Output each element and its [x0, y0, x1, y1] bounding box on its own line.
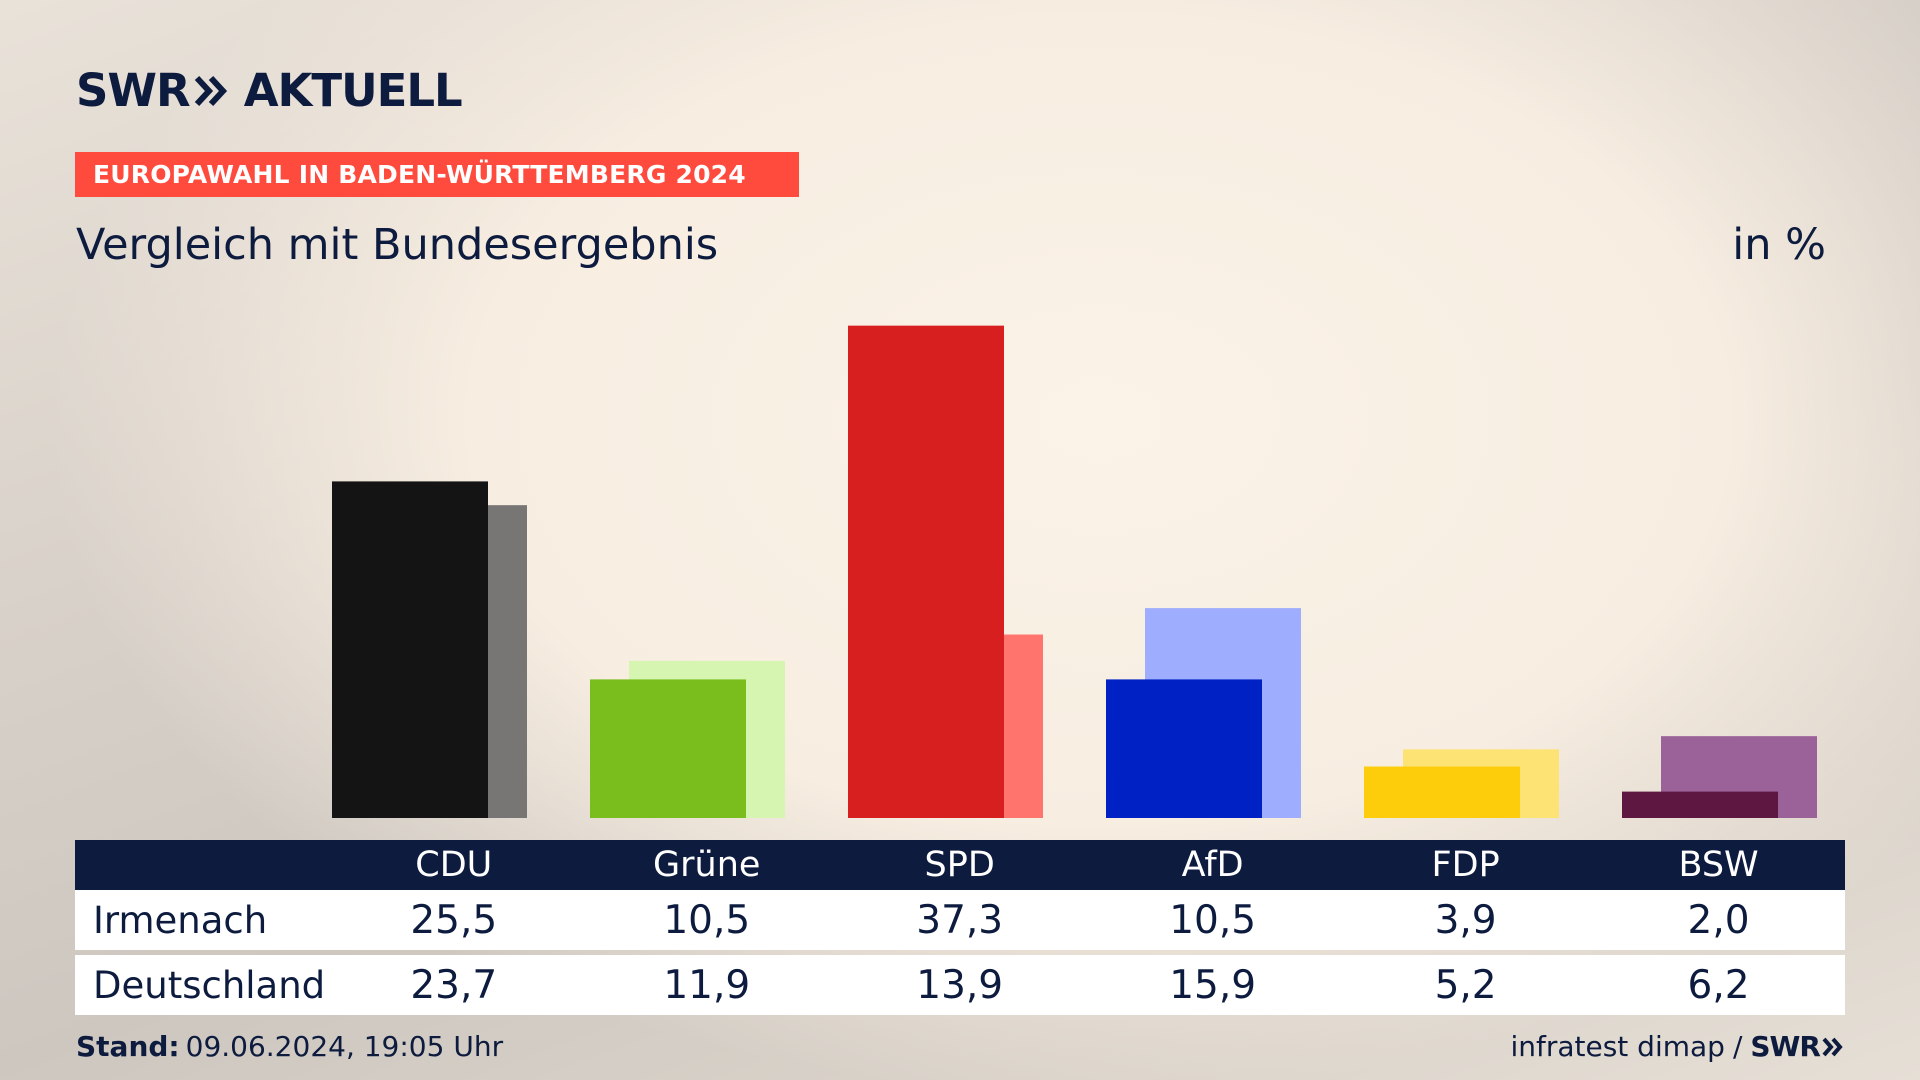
- bar-irmenach-bsw: [1622, 791, 1778, 818]
- table-header-cell: FDP: [1431, 845, 1500, 885]
- table-header-cell: AfD: [1181, 845, 1244, 885]
- bar-irmenach-grüne: [590, 679, 746, 818]
- table-cell: 15,9: [1169, 962, 1257, 1008]
- source-separator: /: [1732, 1030, 1743, 1063]
- chart-subtitle: Vergleich mit Bundesergebnis: [76, 220, 719, 270]
- table-header-cell: CDU: [415, 845, 493, 885]
- table-row-deutschland: Deutschland 23,7 11,9 13,9 15,9 5,2 6,2: [75, 955, 1845, 1015]
- table-cell: 6,2: [1687, 962, 1750, 1008]
- bar-irmenach-fdp: [1364, 766, 1520, 818]
- source-swr-text: SWR: [1750, 1030, 1821, 1063]
- unit-label: in %: [1732, 220, 1826, 270]
- bar-chart: [332, 325, 1817, 818]
- bar-irmenach-cdu: [332, 481, 488, 818]
- table-cell: 13,9: [916, 962, 1004, 1008]
- source-credit: infratest dimap / SWR: [1510, 1030, 1844, 1063]
- bar-irmenach-spd: [848, 325, 1004, 818]
- source-name: infratest dimap: [1510, 1030, 1725, 1063]
- double-chevron-icon: [1822, 1036, 1844, 1058]
- results-table: CDU Grüne SPD AfD FDP BSW Irmenach 25,5 …: [75, 840, 1845, 1015]
- table-cell: 10,5: [1169, 897, 1257, 943]
- table-cell: 3,9: [1434, 897, 1497, 943]
- timestamp: Stand: 09.06.2024, 19:05 Uhr: [76, 1030, 503, 1063]
- double-chevron-icon: [194, 74, 228, 108]
- stand-value: 09.06.2024, 19:05 Uhr: [185, 1030, 504, 1063]
- table-cell: 11,9: [663, 962, 751, 1008]
- table-cell: 10,5: [663, 897, 751, 943]
- table-cell: 5,2: [1434, 962, 1497, 1008]
- row-label: Deutschland: [93, 963, 326, 1007]
- table-header-cell: Grüne: [653, 845, 761, 885]
- logo-swr-text: SWR: [76, 64, 191, 117]
- bar-irmenach-afd: [1106, 679, 1262, 818]
- logo-aktuell-text: AKTUELL: [243, 64, 463, 117]
- table-cell: 37,3: [916, 897, 1004, 943]
- table-row-irmenach: Irmenach 25,5 10,5 37,3 10,5 3,9 2,0: [75, 890, 1845, 950]
- table-cell: 23,7: [410, 962, 498, 1008]
- table-cell: 25,5: [410, 897, 498, 943]
- table-header-cell: SPD: [924, 845, 995, 885]
- table-header-cell: BSW: [1678, 845, 1759, 885]
- table-cell: 2,0: [1687, 897, 1750, 943]
- election-banner: EUROPAWAHL IN BADEN-WÜRTTEMBERG 2024: [75, 152, 799, 197]
- stand-label: Stand:: [76, 1030, 180, 1063]
- row-label: Irmenach: [93, 898, 268, 942]
- swr-aktuell-logo: SWR AKTUELL: [76, 64, 463, 117]
- table-header-row: CDU Grüne SPD AfD FDP BSW: [75, 840, 1845, 890]
